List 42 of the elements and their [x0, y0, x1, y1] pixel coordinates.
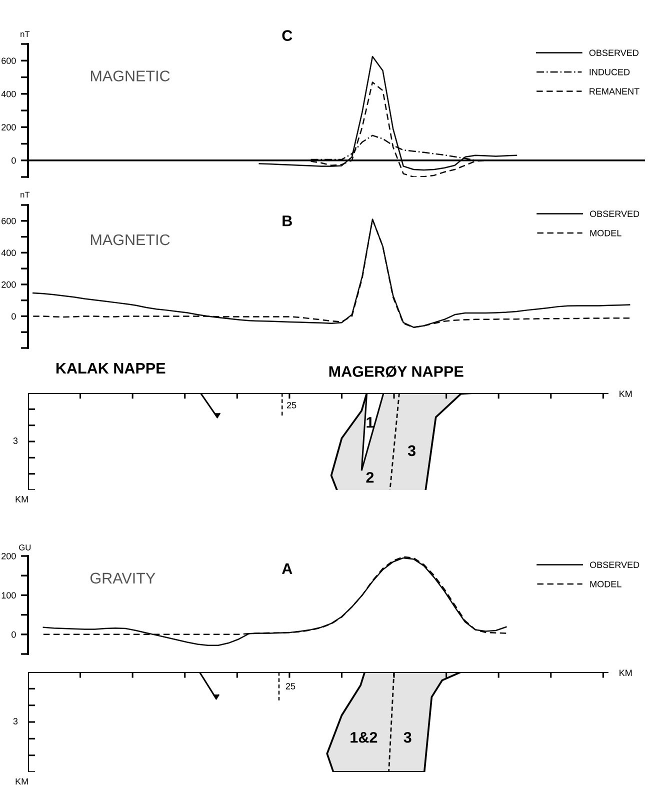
legend-label: INDUCED — [590, 68, 630, 76]
text: 3 — [408, 445, 416, 456]
text: 25 — [286, 402, 296, 408]
text: KM — [620, 670, 632, 676]
chart-title: A — [282, 563, 292, 574]
text: 1&2 — [350, 732, 378, 743]
legend-label: MODEL — [590, 230, 622, 236]
text: 3 — [13, 718, 18, 724]
text: 1 — [366, 417, 374, 428]
text: 2 — [366, 472, 374, 483]
legend-label: OBSERVED — [590, 210, 640, 218]
text: KM — [620, 390, 632, 397]
text: 3 — [13, 438, 18, 444]
y-tick-label: 0 — [12, 313, 16, 320]
y-tick-label: 400 — [1, 250, 16, 256]
y-tick-label: 400 — [1, 90, 16, 98]
y-axis-title: nT — [20, 192, 30, 198]
text: MAGNETIC — [90, 234, 170, 246]
legend-label: OBSERVED — [590, 562, 640, 568]
y-tick-label: 600 — [2, 58, 16, 64]
legend-label: REMANENT — [590, 88, 640, 94]
y-tick-label: 100 — [2, 592, 16, 599]
y-tick-label: 0 — [12, 157, 16, 164]
text: KM — [16, 778, 28, 785]
y-axis-title: GU — [19, 544, 31, 550]
y-tick-label: 0 — [12, 631, 16, 638]
text: 25 — [286, 683, 296, 690]
y-tick-label: 200 — [2, 552, 16, 560]
text: GRAVITY — [90, 572, 156, 584]
text: KM — [16, 496, 28, 502]
y-tick-label: 600 — [2, 218, 16, 224]
legend-label: MODEL — [590, 580, 622, 588]
y-axis-title: nT — [20, 31, 30, 37]
text: 3 — [404, 732, 412, 743]
y-tick-label: 200 — [2, 281, 16, 288]
text: B — [282, 216, 292, 226]
text: KALAK NAPPE — [56, 363, 166, 374]
text: MAGERØY NAPPE — [329, 366, 464, 378]
legend-label: OBSERVED — [589, 50, 639, 56]
text: MAGNETIC — [90, 70, 170, 82]
y-tick-label: 200 — [2, 124, 16, 130]
chart-title: C — [282, 30, 292, 41]
